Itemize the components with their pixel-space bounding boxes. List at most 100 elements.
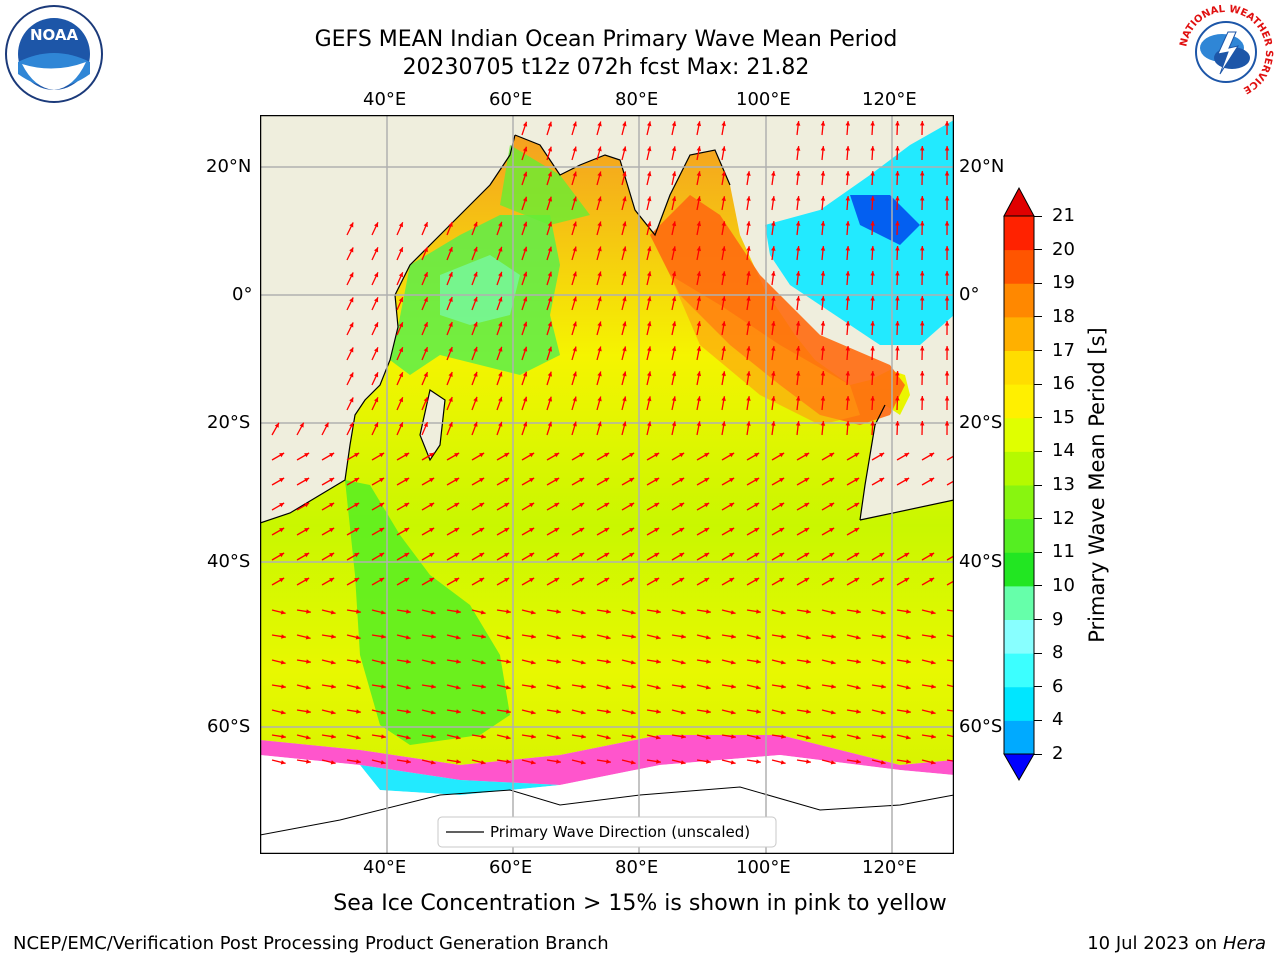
wave-arrow-head (498, 221, 503, 227)
wave-arrow-head (754, 503, 760, 508)
wave-arrow-head (479, 578, 485, 583)
wave-arrow-head (379, 503, 385, 508)
wave-arrow-head (448, 397, 453, 402)
wave-arrow-head (705, 735, 711, 740)
wave-arrow-head (630, 760, 636, 765)
wave-arrow-head (904, 578, 910, 583)
wave-arrow-head (354, 503, 360, 508)
wave-arrow-head (895, 271, 900, 276)
wave-arrow-head (423, 247, 428, 253)
wave-arrow-head (479, 453, 485, 458)
wave-arrow-head (730, 660, 736, 665)
wave-arrow-head (330, 660, 336, 665)
wave-arrow-head (654, 528, 660, 533)
nws-logo: NATIONAL WEATHER SERVICE (1178, 4, 1274, 100)
lat-label-right-20n: 20°N (959, 156, 1005, 177)
wave-arrow-head (622, 271, 627, 277)
wave-arrow-head (431, 634, 436, 639)
wave-arrow-head (630, 710, 636, 715)
wave-arrow-head (746, 246, 751, 251)
wave-arrow-head (721, 196, 726, 201)
wave-arrow-head (504, 528, 510, 533)
wave-arrow-head (405, 685, 411, 690)
wave-arrow-head (331, 734, 336, 739)
wave-arrow-head (679, 453, 685, 458)
wave-arrow-head (779, 453, 785, 458)
wave-arrow-head (547, 171, 553, 177)
colorbar-band (1004, 283, 1034, 318)
wave-arrow-head (879, 478, 885, 483)
wave-arrow-head (306, 709, 311, 714)
wave-arrow-head (646, 246, 652, 252)
wave-arrow-head (604, 553, 610, 558)
colorbar-tick-mark (1034, 585, 1042, 587)
wave-arrow-head (656, 759, 661, 764)
wave-arrow-head (448, 422, 453, 427)
wave-arrow-head (696, 246, 702, 252)
wave-arrow-head (795, 121, 801, 126)
lon-label-top-40e: 40°E (363, 89, 407, 110)
wave-arrow-head (305, 685, 311, 690)
wave-arrow-head (405, 735, 411, 740)
wave-arrow-head (529, 453, 535, 458)
wave-arrow-head (671, 396, 677, 402)
colorbar-tick-label: 18 (1052, 305, 1075, 327)
wave-arrow-head (430, 760, 436, 765)
wave-arrow-head (505, 735, 511, 740)
wave-arrow-head (696, 321, 702, 327)
wave-arrow-head (555, 735, 561, 740)
wave-arrow-head (622, 221, 627, 227)
wave-arrow-head (771, 196, 776, 201)
wave-arrow-head (721, 246, 726, 251)
wave-arrow-head (304, 578, 310, 583)
wave-arrow-head (880, 660, 886, 665)
wave-arrow-head (829, 528, 835, 533)
wave-arrow-head (329, 578, 335, 583)
wave-arrow-head (906, 609, 911, 614)
wave-arrow-head (481, 634, 486, 639)
wave-arrow-head (879, 578, 885, 583)
wave-arrow-head (304, 503, 310, 508)
wave-arrow-head (280, 610, 286, 615)
wave-arrow-head (554, 578, 560, 583)
wave-arrow-head (529, 478, 535, 483)
wave-arrow-head (856, 609, 861, 614)
wave-arrow-head (905, 635, 911, 640)
wave-arrow-head (506, 759, 511, 764)
wave-arrow-head (944, 321, 950, 326)
wave-arrow-head (671, 221, 677, 227)
wave-arrow-head (756, 659, 761, 664)
wave-arrow-head (845, 221, 851, 226)
colorbar-tick-label: 11 (1052, 541, 1075, 563)
wave-arrow-head (454, 553, 460, 558)
wave-arrow-head (629, 478, 635, 483)
wave-arrow-head (870, 396, 875, 401)
lat-label-right-40s: 40°S (959, 551, 1003, 572)
wave-arrow-head (870, 121, 875, 126)
wave-arrow-head (304, 478, 310, 483)
wave-arrow-head (671, 296, 677, 302)
wave-arrow-head (706, 659, 711, 664)
wave-arrow-head (845, 171, 851, 176)
wave-arrow-head (721, 296, 726, 301)
wave-arrow-head (604, 528, 610, 533)
wave-arrow-head (456, 709, 461, 714)
wave-arrow-head (721, 271, 726, 276)
wave-arrow-head (398, 247, 403, 253)
wave-arrow-head (629, 528, 635, 533)
wave-arrow-head (755, 735, 761, 740)
wave-arrow-head (306, 759, 311, 764)
wave-arrow-head (398, 297, 403, 303)
wave-arrow-head (696, 171, 702, 177)
wave-arrow-head (880, 710, 886, 715)
footer-date: 10 Jul 2023 on Hera (1087, 933, 1266, 954)
wave-arrow-head (746, 171, 751, 176)
wave-arrow-head (522, 121, 528, 127)
wave-arrow-head (404, 553, 410, 558)
wave-arrow-head (820, 271, 826, 276)
wave-arrow-head (705, 635, 711, 640)
wave-arrow-head (930, 760, 936, 765)
wave-arrow-head (349, 422, 354, 428)
wave-arrow-head (398, 422, 403, 428)
wave-arrow-head (547, 396, 553, 402)
